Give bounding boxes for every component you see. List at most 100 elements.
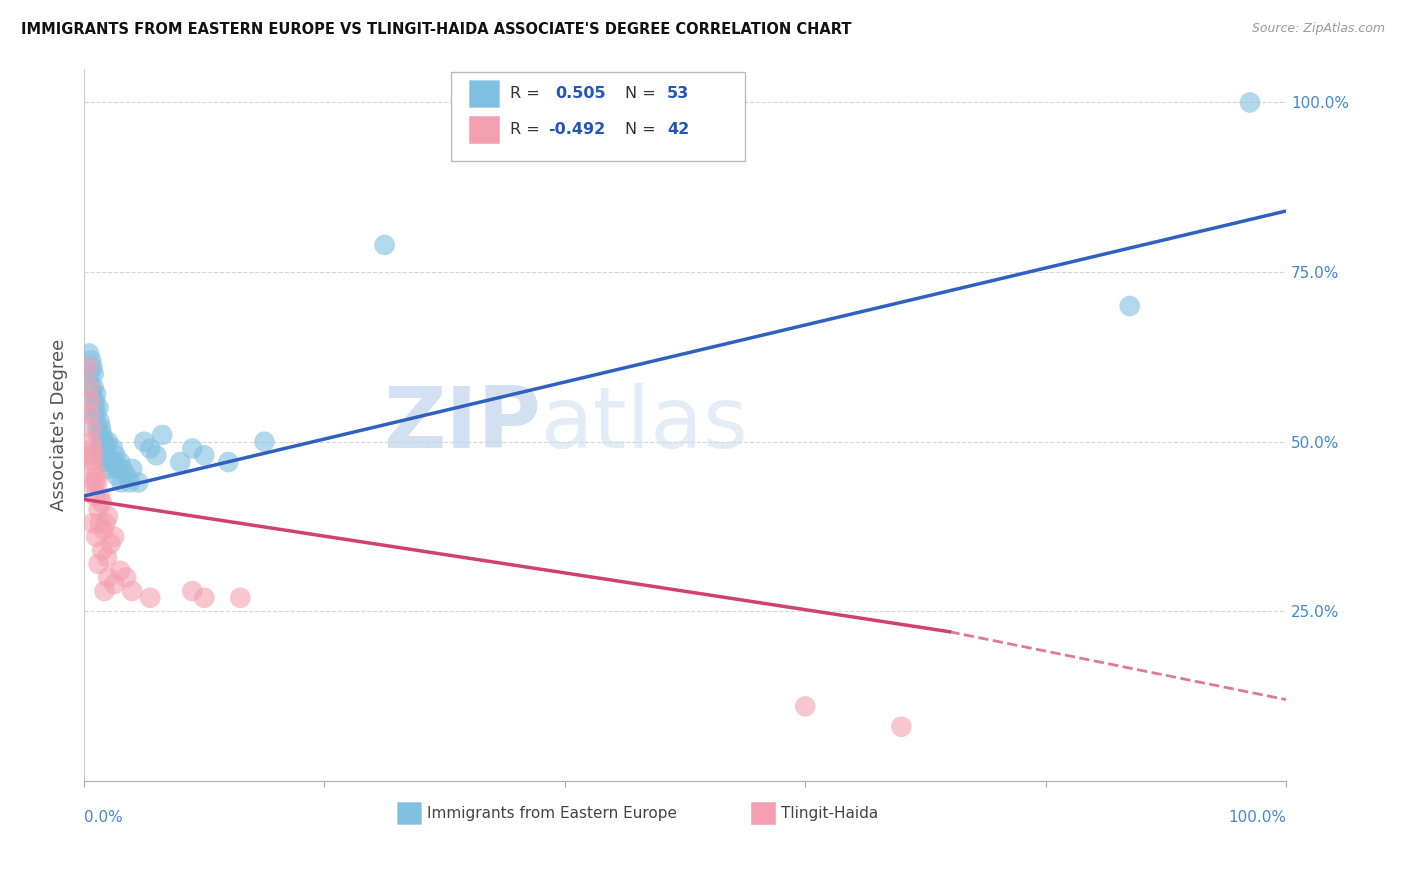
Text: Immigrants from Eastern Europe: Immigrants from Eastern Europe: [426, 805, 676, 821]
Point: [94, 442, 117, 456]
Point: [82, 360, 104, 375]
Point: [86, 421, 108, 435]
FancyBboxPatch shape: [751, 803, 775, 823]
Point: [84, 475, 107, 490]
Point: [100, 536, 122, 550]
Point: [83, 448, 105, 462]
Point: [121, 462, 143, 476]
Point: [1239, 95, 1261, 110]
Text: Source: ZipAtlas.com: Source: ZipAtlas.com: [1251, 22, 1385, 36]
Point: [83, 367, 105, 381]
Text: -0.492: -0.492: [548, 122, 605, 136]
Point: [115, 570, 138, 584]
Point: [150, 428, 173, 442]
Point: [169, 455, 191, 469]
Point: [181, 442, 204, 456]
Point: [111, 462, 134, 476]
Text: R =: R =: [509, 86, 540, 101]
Text: N =: N =: [624, 86, 655, 101]
Text: 0.0%: 0.0%: [84, 810, 122, 824]
FancyBboxPatch shape: [451, 72, 745, 161]
Point: [80, 353, 103, 368]
Point: [96, 448, 118, 462]
Point: [139, 591, 162, 605]
Text: 0.505: 0.505: [555, 86, 606, 101]
Point: [84, 489, 107, 503]
Point: [84, 408, 107, 422]
Point: [89, 442, 111, 456]
Point: [108, 455, 131, 469]
FancyBboxPatch shape: [396, 803, 420, 823]
Point: [97, 570, 120, 584]
Point: [97, 434, 120, 449]
Text: atlas: atlas: [541, 384, 749, 467]
Point: [98, 462, 121, 476]
Point: [90, 421, 112, 435]
Point: [890, 720, 912, 734]
Point: [107, 462, 129, 476]
Point: [145, 448, 167, 462]
Point: [91, 428, 114, 442]
Point: [83, 462, 105, 476]
Point: [94, 516, 117, 530]
Point: [97, 509, 120, 524]
Point: [79, 394, 101, 409]
Point: [79, 408, 101, 422]
Point: [181, 584, 204, 599]
Point: [103, 577, 125, 591]
Point: [83, 380, 105, 394]
Point: [89, 414, 111, 428]
Point: [87, 428, 110, 442]
Y-axis label: Associate's Degree: Associate's Degree: [51, 339, 67, 511]
Point: [110, 475, 132, 490]
Point: [101, 442, 124, 456]
Point: [1118, 299, 1140, 313]
Point: [115, 468, 138, 483]
Point: [93, 584, 115, 599]
Point: [76, 360, 98, 375]
Point: [121, 584, 143, 599]
Point: [127, 475, 149, 490]
Point: [374, 238, 396, 252]
Text: ZIP: ZIP: [382, 384, 541, 467]
Point: [80, 434, 103, 449]
Point: [82, 455, 104, 469]
Point: [80, 380, 103, 394]
Point: [794, 699, 817, 714]
Point: [80, 475, 103, 490]
Text: 42: 42: [666, 122, 689, 136]
Text: 53: 53: [666, 86, 689, 101]
Point: [108, 564, 131, 578]
Point: [118, 475, 141, 490]
Point: [93, 434, 115, 449]
Point: [91, 543, 114, 558]
Point: [83, 408, 105, 422]
Point: [77, 346, 100, 360]
Point: [103, 530, 125, 544]
Point: [134, 434, 156, 449]
Point: [84, 387, 107, 401]
Point: [80, 421, 103, 435]
Point: [84, 468, 107, 483]
Point: [100, 455, 122, 469]
Point: [89, 516, 111, 530]
Point: [93, 523, 115, 537]
Point: [104, 448, 127, 462]
Point: [253, 434, 276, 449]
Point: [93, 434, 115, 449]
Point: [91, 448, 114, 462]
Point: [87, 557, 110, 571]
Point: [77, 448, 100, 462]
Text: Tlingit-Haida: Tlingit-Haida: [782, 805, 879, 821]
Point: [79, 367, 101, 381]
Point: [84, 530, 107, 544]
Text: N =: N =: [624, 122, 655, 136]
Text: IMMIGRANTS FROM EASTERN EUROPE VS TLINGIT-HAIDA ASSOCIATE'S DEGREE CORRELATION C: IMMIGRANTS FROM EASTERN EUROPE VS TLINGI…: [21, 22, 852, 37]
Point: [86, 475, 108, 490]
Point: [89, 489, 111, 503]
Point: [91, 496, 114, 510]
Point: [93, 455, 115, 469]
Point: [139, 442, 162, 456]
Point: [105, 468, 128, 483]
Point: [103, 455, 125, 469]
